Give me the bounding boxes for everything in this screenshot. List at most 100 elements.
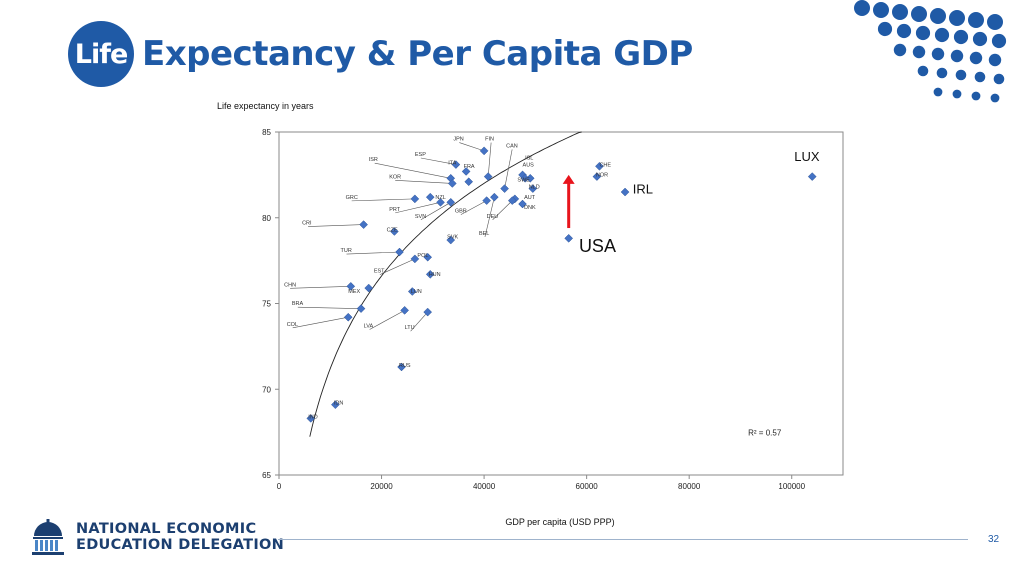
point-label-ltu: LTU bbox=[405, 325, 415, 331]
data-point-cri bbox=[359, 220, 368, 229]
point-label-lun: LUN bbox=[411, 289, 422, 295]
leader-line bbox=[487, 142, 492, 177]
leader-line bbox=[460, 200, 487, 215]
decorative-dot bbox=[934, 27, 950, 43]
page-number: 32 bbox=[988, 534, 1000, 545]
point-label-bra: BRA bbox=[292, 301, 304, 307]
y-tick-label: 75 bbox=[262, 300, 271, 309]
point-label-svk: SVK bbox=[447, 234, 458, 240]
point-label-kor: KOR bbox=[389, 174, 401, 180]
x-tick-label: 80000 bbox=[678, 482, 701, 491]
point-label-rus: RUS bbox=[399, 363, 411, 369]
usa-gap-arrowhead bbox=[562, 174, 575, 184]
footer-divider bbox=[278, 539, 968, 540]
point-label-nor: NOR bbox=[596, 173, 608, 179]
data-point-hun bbox=[425, 269, 435, 279]
data-point-nzl bbox=[425, 192, 435, 202]
decorative-dot-pattern bbox=[854, 0, 1007, 103]
data-point-irl bbox=[620, 187, 630, 197]
leader-line bbox=[369, 310, 405, 330]
decorative-dot bbox=[974, 71, 986, 83]
decorative-dot bbox=[931, 47, 945, 61]
data-point-swe bbox=[520, 173, 530, 183]
decorative-dot bbox=[933, 87, 943, 97]
capitol-dome-icon bbox=[32, 519, 64, 555]
decorative-dot bbox=[952, 89, 962, 99]
point-label-aus: AUS bbox=[523, 162, 535, 168]
point-label-gbr: GBR bbox=[455, 209, 467, 215]
decorative-dot bbox=[949, 10, 965, 26]
leader-line bbox=[504, 149, 513, 189]
leader-line bbox=[297, 306, 362, 309]
x-tick-label: 40000 bbox=[473, 482, 496, 491]
decorative-dot bbox=[930, 8, 946, 24]
data-point-ltu bbox=[423, 307, 433, 317]
decorative-dot bbox=[950, 49, 964, 63]
leader-line bbox=[395, 180, 453, 184]
point-label-grc: GRC bbox=[346, 195, 358, 201]
decorative-dot bbox=[854, 0, 870, 16]
data-point-can bbox=[500, 184, 509, 193]
data-point-pol bbox=[423, 252, 433, 262]
y-tick-label: 80 bbox=[262, 214, 271, 223]
point-label-jpn: JPN bbox=[453, 137, 463, 143]
leader-line bbox=[351, 198, 415, 202]
data-point-ind bbox=[306, 414, 316, 423]
decorative-dot bbox=[873, 2, 889, 18]
title-badge: Life bbox=[68, 21, 134, 87]
data-point-lva bbox=[400, 306, 409, 315]
point-label-col: COL bbox=[287, 322, 298, 328]
leader-line bbox=[308, 224, 364, 227]
decorative-dot bbox=[955, 69, 967, 81]
data-point-nor bbox=[592, 172, 602, 181]
r-squared-label: R² = 0.57 bbox=[748, 429, 782, 438]
highlight-label-irl: IRL bbox=[633, 182, 653, 197]
data-point-fra bbox=[464, 177, 474, 187]
page-title: Life Expectancy & Per Capita GDP bbox=[68, 21, 693, 87]
point-label-isr: ISR bbox=[369, 157, 378, 163]
leader-line bbox=[374, 162, 451, 179]
data-point-jpn bbox=[479, 146, 489, 156]
point-label-bel: BEL bbox=[479, 231, 489, 237]
decorative-dot bbox=[896, 23, 912, 39]
decorative-dot bbox=[915, 25, 931, 41]
y-axis-label: Life expectancy in years bbox=[217, 101, 314, 111]
decorative-dot bbox=[912, 45, 926, 59]
decorative-dot bbox=[893, 43, 907, 57]
data-point-tur bbox=[395, 247, 404, 257]
leader-line bbox=[346, 251, 400, 255]
data-point-kor bbox=[447, 179, 457, 188]
data-point-idn bbox=[331, 400, 340, 410]
y-tick-label: 70 bbox=[262, 385, 271, 394]
data-point-dnk bbox=[518, 199, 527, 209]
decorative-dot bbox=[877, 21, 893, 37]
data-point-mex bbox=[364, 283, 374, 293]
y-tick-label: 85 bbox=[262, 128, 271, 137]
decorative-dot bbox=[991, 33, 1007, 49]
decorative-dot bbox=[990, 93, 1000, 103]
x-axis-label: GDP per capita (USD PPP) bbox=[505, 517, 615, 527]
point-label-isl: ISL bbox=[525, 155, 533, 161]
point-label-mex: MEX bbox=[348, 289, 360, 295]
data-point-nld bbox=[528, 184, 538, 193]
data-point-svk bbox=[446, 235, 456, 245]
data-point-fin bbox=[483, 172, 493, 181]
point-label-est: EST bbox=[374, 269, 385, 275]
need-logo: NATIONAL ECONOMIC EDUCATION DELEGATION bbox=[30, 518, 284, 556]
point-label-cri: CRI bbox=[302, 221, 312, 227]
point-label-pol: POL bbox=[417, 253, 428, 259]
data-point-usa bbox=[564, 233, 574, 243]
point-label-ind: IND bbox=[308, 414, 318, 420]
point-label-chn: CHN bbox=[284, 282, 296, 288]
point-label-nzl: NZL bbox=[435, 195, 445, 201]
plot-area bbox=[278, 131, 844, 476]
decorative-dot bbox=[953, 29, 969, 45]
leader-line bbox=[379, 258, 415, 275]
trendline bbox=[309, 131, 582, 437]
decorative-dot bbox=[968, 12, 984, 28]
decorative-dot bbox=[892, 4, 908, 20]
data-point-chn bbox=[346, 281, 356, 291]
leader-line bbox=[292, 316, 349, 329]
point-label-swe: SWE bbox=[517, 178, 530, 184]
